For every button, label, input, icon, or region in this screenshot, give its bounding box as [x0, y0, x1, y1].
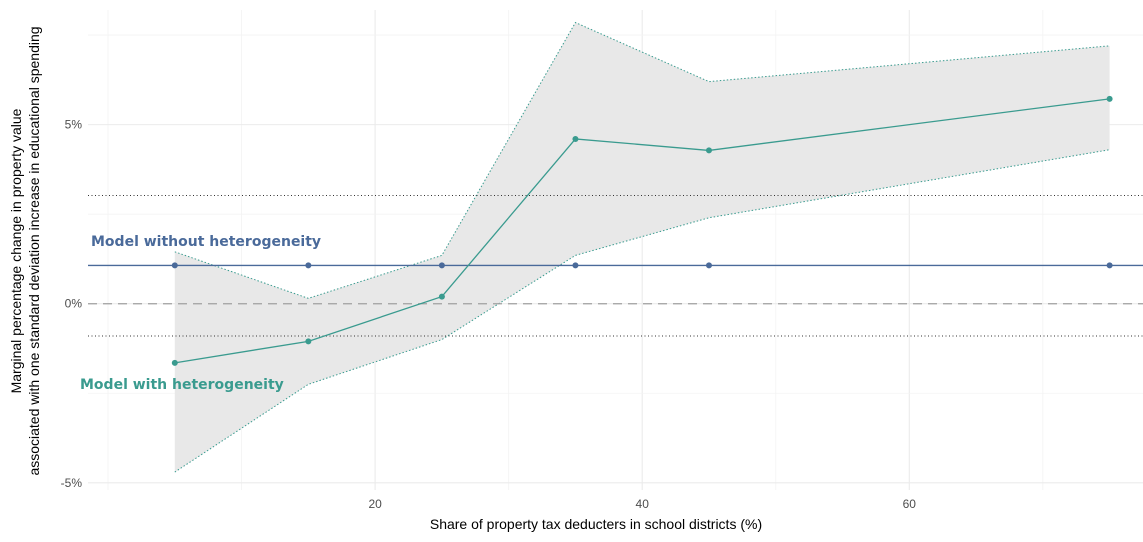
y-axis: -5% 0% 5% [61, 118, 83, 490]
point-model-with [705, 147, 712, 154]
y-tick-label: 0% [65, 297, 83, 311]
point-model-with [171, 359, 178, 366]
confidence-band [174, 22, 1110, 473]
y-tick-label: -5% [61, 476, 83, 490]
band-upper-line [174, 21, 1110, 299]
x-axis-title: Share of property tax deducters in schoo… [430, 516, 762, 532]
point-model-without [572, 262, 579, 269]
band-lower-line [174, 149, 1110, 473]
x-tick-label: 40 [636, 497, 650, 511]
annotation-model-without: Model without heterogeneity [91, 234, 321, 250]
y-axis-title-line-2: associated with one standard deviation i… [26, 26, 42, 475]
chart-marks [88, 21, 1143, 473]
point-model-without [705, 262, 712, 269]
y-axis-title-line-1: Marginal percentage change in property v… [8, 108, 24, 393]
point-model-with [1106, 95, 1113, 102]
x-tick-label: 60 [903, 497, 917, 511]
point-model-with [305, 338, 312, 345]
x-axis: 20 40 60 [368, 497, 916, 511]
point-model-without [1106, 262, 1113, 269]
series-line-model-with [174, 98, 1110, 364]
point-model-with [438, 293, 445, 300]
x-tick-label: 20 [368, 497, 382, 511]
point-model-without [171, 262, 178, 269]
point-model-without [305, 262, 312, 269]
y-tick-label: 5% [65, 118, 83, 132]
point-model-with [572, 135, 579, 142]
point-model-without [438, 262, 445, 269]
annotation-model-with: Model with heterogeneity [80, 377, 284, 393]
